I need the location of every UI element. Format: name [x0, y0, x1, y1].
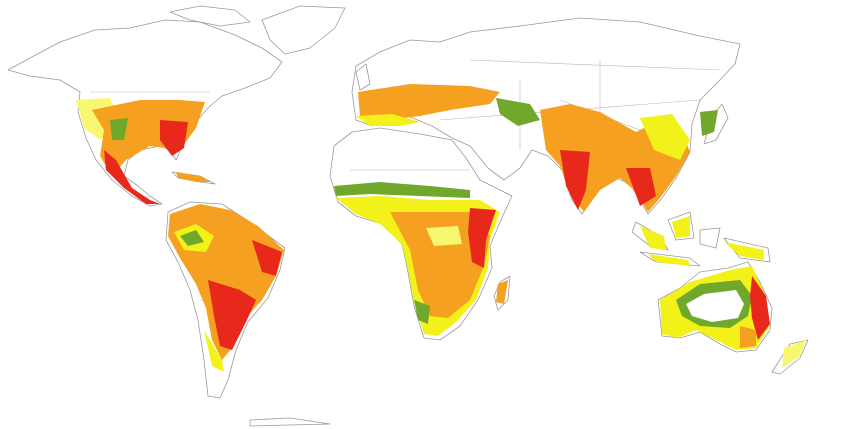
region: [180, 230, 204, 246]
region: [496, 280, 508, 304]
region: [390, 212, 490, 318]
suitability-regions: [76, 84, 806, 372]
region: [334, 182, 470, 198]
region: [204, 330, 224, 372]
region: [414, 300, 430, 324]
region: [468, 208, 496, 268]
region: [104, 150, 160, 204]
greenland: [261, 5, 346, 55]
region: [560, 150, 590, 210]
uk: [355, 63, 371, 91]
region: [176, 172, 212, 182]
antarctic-fringe: [249, 417, 331, 427]
region: [426, 226, 462, 246]
region: [782, 340, 806, 368]
region: [160, 120, 188, 156]
region: [700, 110, 718, 136]
region: [356, 114, 420, 126]
region: [208, 280, 256, 350]
region: [496, 98, 540, 126]
region: [110, 118, 128, 140]
region: [626, 168, 656, 206]
canada-islands: [169, 5, 251, 27]
region: [252, 240, 282, 276]
region: [358, 84, 500, 120]
region: [750, 276, 770, 340]
region: [640, 114, 690, 160]
region: [686, 290, 744, 322]
region: [740, 326, 756, 348]
japan: [703, 103, 729, 145]
